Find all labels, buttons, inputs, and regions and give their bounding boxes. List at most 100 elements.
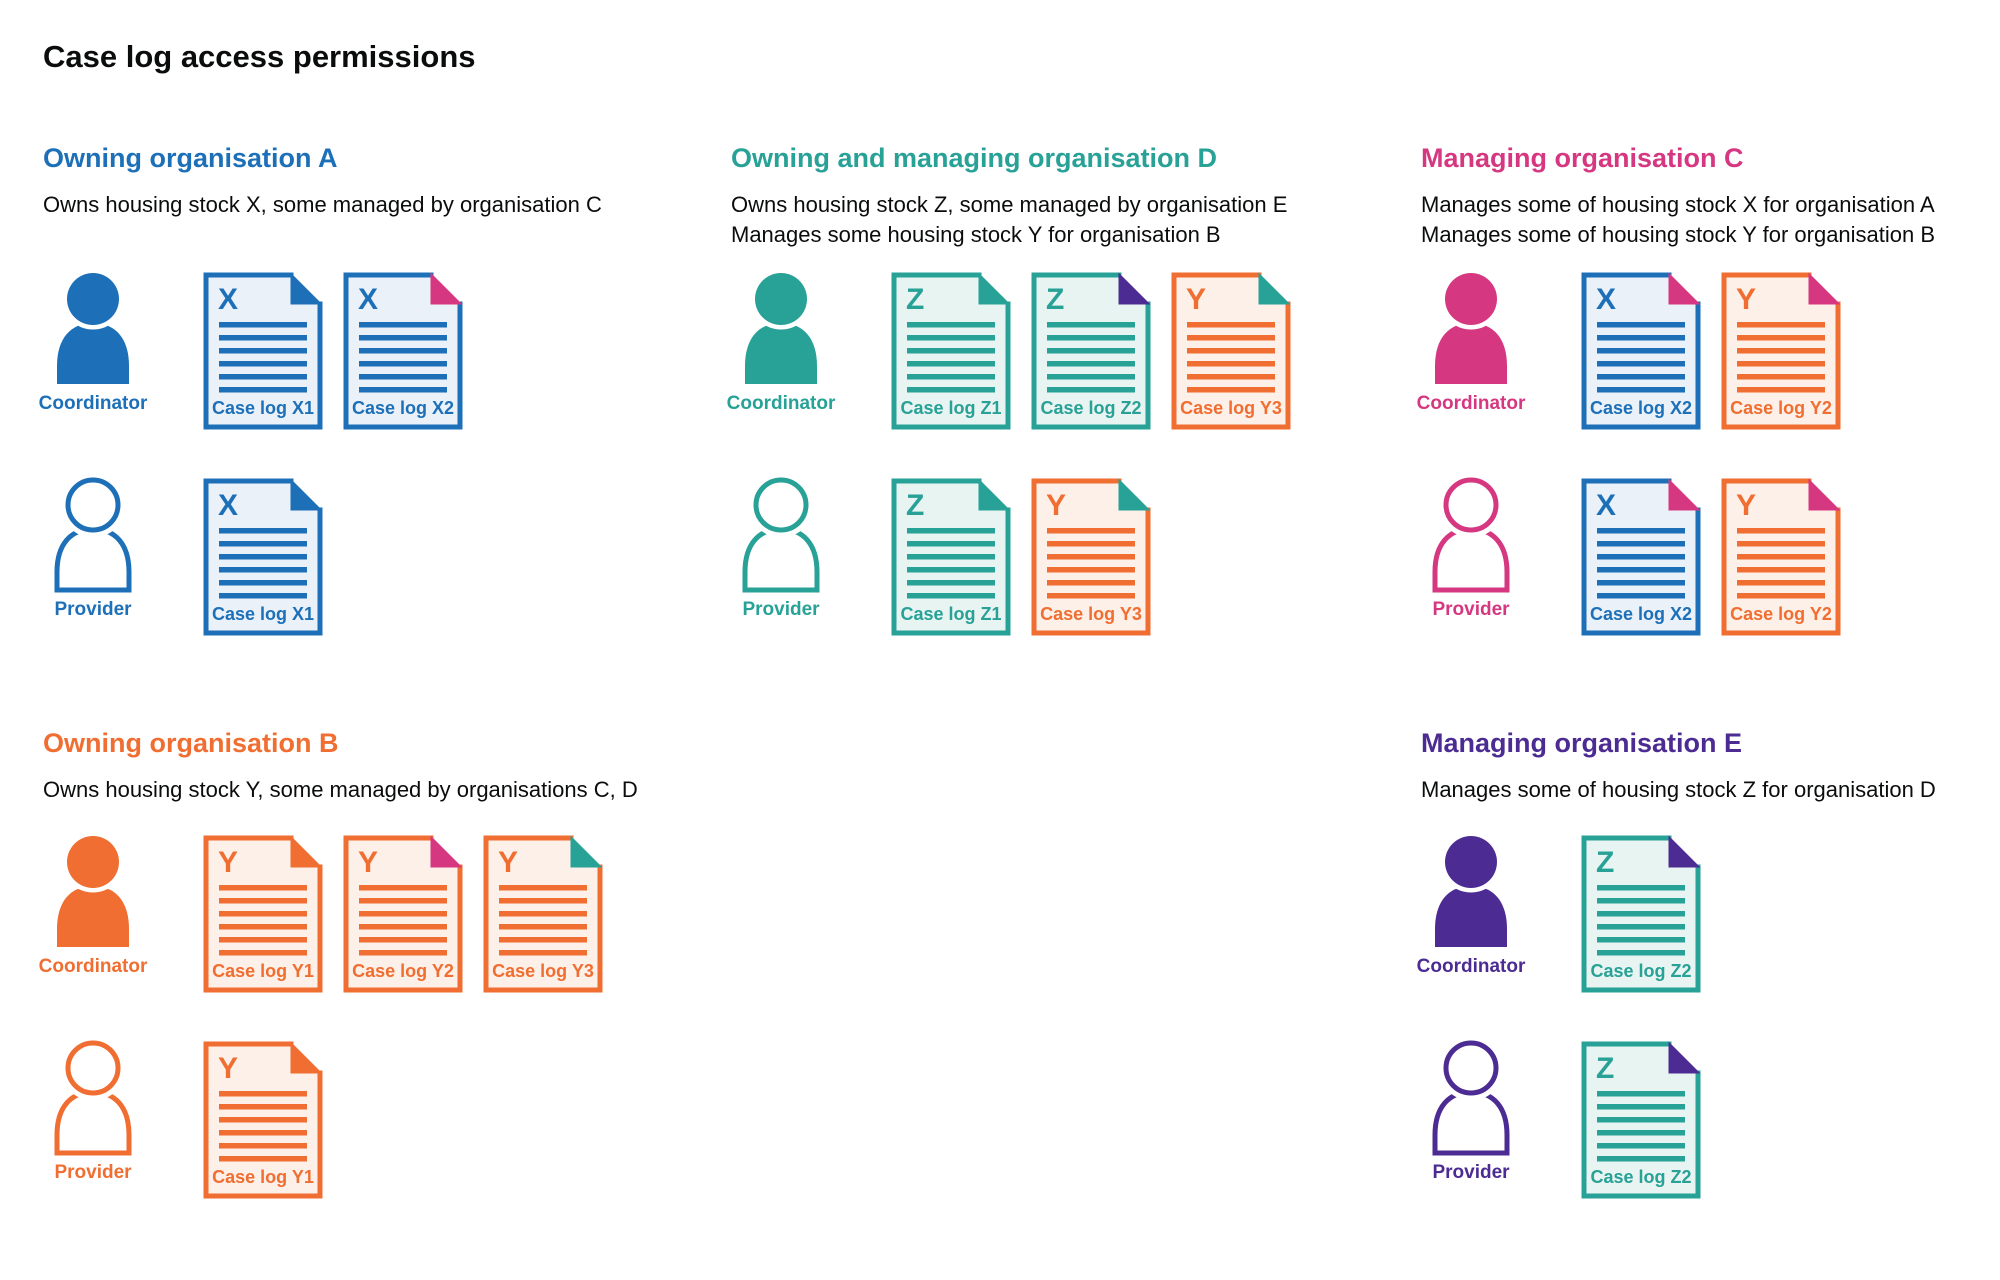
role-label: Coordinator bbox=[1416, 956, 1526, 977]
fold-corner-icon bbox=[1808, 272, 1841, 305]
org-heading: Managing organisation C bbox=[1421, 143, 1744, 173]
doc-letter: Z bbox=[1046, 283, 1064, 316]
doc-border bbox=[1721, 272, 1841, 430]
doc-text-line bbox=[1737, 567, 1825, 573]
doc-text-line bbox=[219, 1091, 307, 1097]
doc-label: Case log Z1 bbox=[900, 604, 1001, 624]
person-icon bbox=[745, 268, 817, 384]
doc-text-line bbox=[1597, 898, 1685, 904]
org-section-e: Managing organisation E Manages some of h… bbox=[1417, 725, 2000, 1199]
org-description-line: Manages some of housing stock X for orga… bbox=[1421, 192, 1935, 217]
fold-corner-icon bbox=[570, 835, 603, 868]
fold-corner-icon bbox=[290, 1041, 323, 1074]
role-label: Provider bbox=[1432, 1162, 1510, 1183]
role-row-provider: Provider Z Case log Z2 bbox=[1421, 1035, 2000, 1199]
case-log-case-log-z1: Z Case log Z1 bbox=[891, 478, 1011, 636]
person-head bbox=[1443, 477, 1499, 533]
case-log-case-log-y2: Y Case log Y2 bbox=[1721, 272, 1841, 430]
fold-corner-icon bbox=[978, 272, 1011, 305]
doc-letter: Z bbox=[1596, 1052, 1614, 1085]
document-icon: Z Case log Z2 bbox=[1031, 272, 1151, 430]
org-description: Owns housing stock Z, some managed by or… bbox=[731, 190, 1391, 250]
doc-text-line bbox=[1597, 1156, 1685, 1162]
role-label: Coordinator bbox=[38, 956, 148, 977]
doc-text-line bbox=[907, 387, 995, 393]
doc-text-line bbox=[1597, 567, 1685, 573]
doc-text-line bbox=[219, 580, 307, 586]
doc-text-line bbox=[1597, 1117, 1685, 1123]
doc-text-line bbox=[1597, 1130, 1685, 1136]
coordinator-person: Coordinator bbox=[39, 831, 147, 978]
doc-letter: Y bbox=[218, 846, 238, 879]
fold-corner-icon bbox=[1118, 478, 1151, 511]
doc-text-line bbox=[219, 322, 307, 328]
org-section-a: Owning organisation A Owns housing stock … bbox=[39, 140, 703, 636]
person-head bbox=[755, 273, 807, 325]
coordinator-person: Coordinator bbox=[1417, 831, 1525, 978]
doc-text-line bbox=[1047, 541, 1135, 547]
doc-text-line bbox=[359, 911, 447, 917]
org-heading: Owning organisation A bbox=[43, 143, 338, 173]
doc-label: Case log Z2 bbox=[1590, 961, 1691, 981]
person-head bbox=[67, 273, 119, 325]
doc-label: Case log Y1 bbox=[212, 961, 314, 981]
doc-text-line bbox=[219, 885, 307, 891]
doc-text-line bbox=[1597, 950, 1685, 956]
doc-text-line bbox=[359, 361, 447, 367]
doc-text-line bbox=[219, 387, 307, 393]
doc-text-line bbox=[1187, 348, 1275, 354]
doc-text-line bbox=[359, 322, 447, 328]
doc-text-line bbox=[499, 937, 587, 943]
doc-text-line bbox=[219, 1104, 307, 1110]
doc-text-line bbox=[1187, 322, 1275, 328]
fold-corner-icon bbox=[1258, 272, 1291, 305]
doc-text-line bbox=[219, 528, 307, 534]
org-section-b: Owning organisation B Owns housing stock … bbox=[39, 725, 703, 1199]
doc-text-line bbox=[1597, 348, 1685, 354]
document-icon: Z Case log Z1 bbox=[891, 478, 1011, 636]
doc-text-line bbox=[1737, 361, 1825, 367]
doc-label: Case log X1 bbox=[212, 398, 314, 418]
provider-person: Provider bbox=[43, 1035, 143, 1184]
person-body bbox=[1435, 886, 1507, 947]
doc-text-line bbox=[1597, 580, 1685, 586]
person-icon bbox=[742, 472, 820, 593]
doc-text-line bbox=[1597, 937, 1685, 943]
doc-letter: X bbox=[1596, 489, 1616, 522]
doc-border bbox=[203, 835, 323, 993]
person-head bbox=[65, 1040, 121, 1096]
case-log-case-log-y3: Y Case log Y3 bbox=[483, 835, 603, 993]
doc-text-line bbox=[359, 348, 447, 354]
document-icon: Y Case log Y3 bbox=[1171, 272, 1291, 430]
doc-text-line bbox=[1597, 554, 1685, 560]
role-label: Coordinator bbox=[1416, 393, 1526, 414]
doc-border bbox=[1581, 272, 1701, 430]
fold-corner-icon bbox=[1668, 478, 1701, 511]
doc-text-line bbox=[499, 898, 587, 904]
doc-text-line bbox=[907, 335, 995, 341]
case-log-case-log-z2: Z Case log Z2 bbox=[1031, 272, 1151, 430]
doc-text-line bbox=[359, 374, 447, 380]
doc-text-line bbox=[1047, 387, 1135, 393]
doc-text-line bbox=[499, 885, 587, 891]
doc-text-line bbox=[1597, 335, 1685, 341]
document-icon: X Case log X1 bbox=[203, 478, 323, 636]
document-icon: X Case log X2 bbox=[1581, 478, 1701, 636]
fold-corner-icon bbox=[978, 478, 1011, 511]
doc-text-line bbox=[219, 1156, 307, 1162]
doc-text-line bbox=[1737, 541, 1825, 547]
doc-text-line bbox=[1047, 567, 1135, 573]
doc-text-line bbox=[1187, 374, 1275, 380]
document-icon: Y Case log Y3 bbox=[483, 835, 603, 993]
org-description: Manages some of housing stock X for orga… bbox=[1421, 190, 2000, 250]
role-label: Coordinator bbox=[38, 393, 148, 414]
org-section-c: Managing organisation C Manages some of h… bbox=[1417, 140, 2000, 636]
doc-text-line bbox=[1737, 593, 1825, 599]
doc-border bbox=[203, 272, 323, 430]
doc-label: Case log Y3 bbox=[1180, 398, 1282, 418]
coordinator-person: Coordinator bbox=[727, 268, 835, 415]
case-log-case-log-y2: Y Case log Y2 bbox=[1721, 478, 1841, 636]
doc-letter: Y bbox=[358, 846, 378, 879]
page-title: Case log access permissions bbox=[43, 39, 476, 74]
case-log-case-log-z2: Z Case log Z2 bbox=[1581, 835, 1701, 993]
